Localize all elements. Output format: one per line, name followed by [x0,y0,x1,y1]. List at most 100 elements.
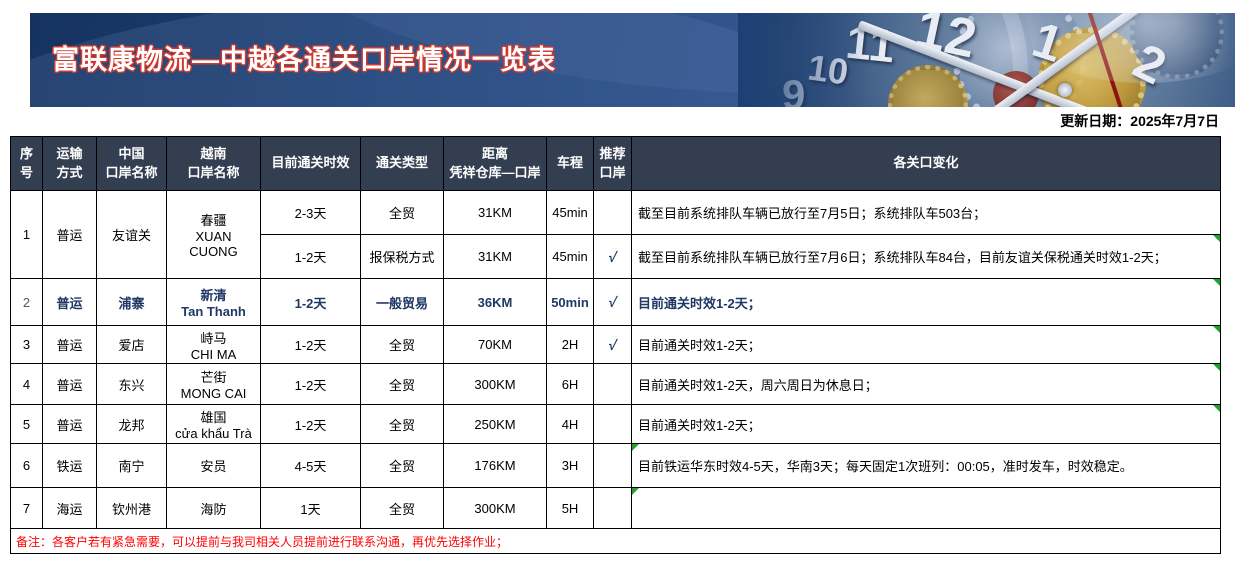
table-row: 5 普运 龙邦 雄国 cửa khẩu Trà 1-2天 全贸 250KM 4H… [10,404,1221,444]
serial-cell: 3 [10,325,43,364]
cn-port-cell: 友谊关 [96,190,167,279]
update-date: 更新日期：2025年7月7日 [1060,113,1219,129]
transport-mode-cell: 普运 [42,404,97,444]
column-header-type: 通关类型 [360,136,444,191]
distance-cell: 31KM [443,234,547,279]
clock-blend [738,13,868,107]
changes-cell: 截至目前系统排队车辆已放行至7月5日；系统排队车503台； [631,190,1221,235]
column-header-cn-port: 中国 口岸名称 [96,136,167,191]
transport-mode-cell: 海运 [42,487,97,529]
transport-mode-cell: 普运 [42,363,97,405]
clock-hub [1058,83,1072,97]
check-icon: √ [606,336,619,353]
column-header-time: 目前通关时效 [260,136,361,191]
vn-port-cell: 海防 [166,487,261,529]
check-icon: √ [606,248,619,265]
note-row: 备注：各客户若有紧急需要，可以提前与我司相关人员提前进行联系沟通，再优先选择作业… [10,528,1221,554]
customs-type-cell: 全贸 [360,404,444,444]
transport-mode-cell: 普运 [42,278,97,326]
drive-time-cell: 5H [546,487,594,529]
clearance-time-cell: 1-2天 [260,325,361,364]
changes-cell: 目前通关时效1-2天，周六周日为休息日； [631,363,1221,405]
column-header-no: 序 号 [10,136,43,191]
cn-port-cell: 钦州港 [96,487,167,529]
distance-cell: 31KM [443,190,547,235]
column-header-drive: 车程 [546,136,594,191]
clearance-time-cell: 2-3天 [260,190,361,235]
customs-type-cell: 全贸 [360,363,444,405]
vn-port-cell: 春疆 XUAN CUONG [166,190,261,279]
page-title: 富联康物流—中越各通关口岸情况一览表 [52,45,556,75]
recommend-cell: √ [593,325,632,364]
customs-type-cell: 一般贸易 [360,278,444,326]
distance-cell: 250KM [443,404,547,444]
drive-time-cell: 45min [546,190,594,235]
cn-port-cell: 东兴 [96,363,167,405]
clearance-time-cell: 1-2天 [260,363,361,405]
clearance-time-cell: 1天 [260,487,361,529]
table-row: 3 普运 爱店 峙马 CHI MA 1-2天 全贸 70KM 2H √ 目前通关… [10,325,1221,364]
changes-cell: 目前铁运华东时效4-5天，华南3天；每天固定1次班列：00:05，准时发车，时效… [631,443,1221,488]
transport-mode-cell: 铁运 [42,443,97,488]
recommend-cell [593,363,632,405]
drive-time-cell: 2H [546,325,594,364]
transport-mode-cell: 普运 [42,325,97,364]
column-header-vn-port: 越南 口岸名称 [166,136,261,191]
transport-mode-cell: 普运 [42,190,97,279]
table-row: 1 普运 友谊关 春疆 XUAN CUONG 2-3天 全贸 31KM 45mi… [10,190,1221,279]
clearance-time-cell: 1-2天 [260,404,361,444]
vn-port-cell: 雄国 cửa khẩu Trà [166,404,261,444]
serial-cell: 6 [10,443,43,488]
drive-time-cell: 6H [546,363,594,405]
changes-cell: 目前通关时效1-2天； [631,278,1221,326]
distance-cell: 36KM [443,278,547,326]
recommend-cell [593,487,632,529]
drive-time-cell: 4H [546,404,594,444]
table-row: 4 普运 东兴 芒街 MONG CAI 1-2天 全贸 300KM 6H 目前通… [10,363,1221,405]
changes-cell: 目前通关时效1-2天； [631,404,1221,444]
recommend-cell: √ [593,234,632,279]
customs-type-cell: 报保税方式 [360,234,444,279]
clearance-time-cell: 4-5天 [260,443,361,488]
customs-type-cell: 全贸 [360,443,444,488]
table-row: 6 铁运 南宁 安员 4-5天 全贸 176KM 3H 目前铁运华东时效4-5天… [10,443,1221,488]
changes-cell: 截至目前系统排队车辆已放行至7月6日；系统排队车84台，目前友谊关保税通关时效1… [631,234,1221,279]
note-text: 备注：各客户若有紧急需要，可以提前与我司相关人员提前进行联系沟通，再优先选择作业… [10,528,1221,554]
clearance-time-cell: 1-2天 [260,234,361,279]
serial-cell: 7 [10,487,43,529]
table-row: 7 海运 钦州港 海防 1天 全贸 300KM 5H [10,487,1221,529]
header-row: 序 号 运输 方式 中国 口岸名称 越南 口岸名称 目前通关时效 通关类型 距离… [10,136,1221,191]
vn-port-cell: 芒街 MONG CAI [166,363,261,405]
column-header-mode: 运输 方式 [42,136,97,191]
serial-cell: 1 [10,190,43,279]
recommend-cell: √ [593,278,632,326]
check-icon: √ [606,294,619,310]
banner: 9 10 11 12 1 2 富联康物流—中越各通关口岸情况一览表 [30,13,1235,107]
vn-port-cell: 峙马 CHI MA [166,325,261,364]
customs-type-cell: 全贸 [360,325,444,364]
column-header-recommend: 推荐 口岸 [593,136,632,191]
recommend-cell [593,443,632,488]
changes-cell: 目前通关时效1-2天； [631,325,1221,364]
customs-type-cell: 全贸 [360,487,444,529]
distance-cell: 300KM [443,487,547,529]
cn-port-cell: 南宁 [96,443,167,488]
serial-cell: 2 [10,278,43,326]
drive-time-cell: 3H [546,443,594,488]
recommend-cell [593,404,632,444]
clock-image: 9 10 11 12 1 2 [738,13,1235,107]
recommend-cell [593,190,632,235]
port-table: 序 号 运输 方式 中国 口岸名称 越南 口岸名称 目前通关时效 通关类型 距离… [10,136,1221,554]
cn-port-cell: 浦寨 [96,278,167,326]
drive-time-cell: 50min [546,278,594,326]
column-header-changes: 各关口变化 [631,136,1221,191]
serial-cell: 5 [10,404,43,444]
vn-port-cell: 新清 Tan Thanh [166,278,261,326]
distance-cell: 300KM [443,363,547,405]
column-header-distance: 距离 凭祥仓库—口岸 [443,136,547,191]
vn-port-cell: 安员 [166,443,261,488]
distance-cell: 70KM [443,325,547,364]
drive-time-cell: 45min [546,234,594,279]
changes-cell [631,487,1221,529]
